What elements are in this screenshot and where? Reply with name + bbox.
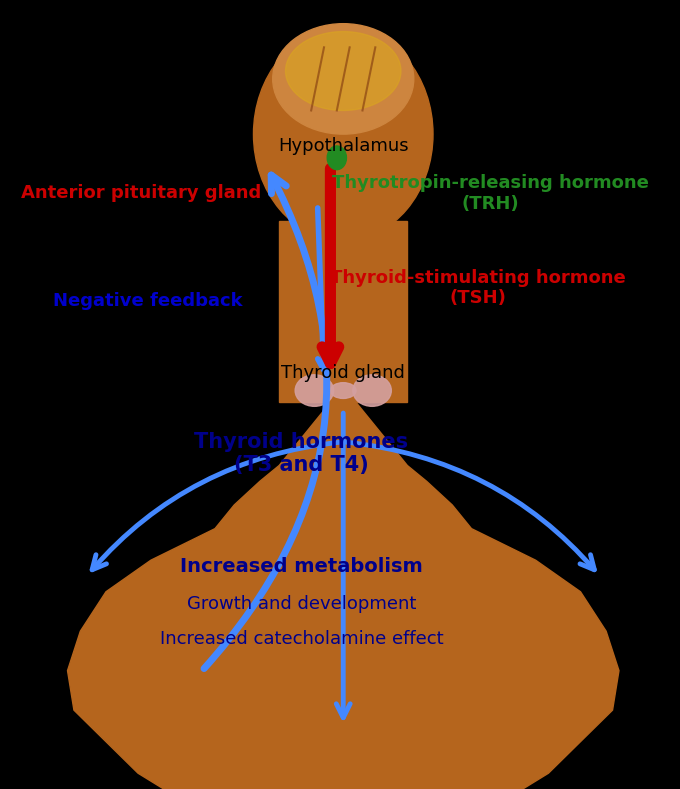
Ellipse shape: [286, 32, 401, 110]
Polygon shape: [67, 394, 619, 789]
Text: Thyroid gland: Thyroid gland: [282, 365, 405, 382]
Text: Thyrotropin-releasing hormone
(TRH): Thyrotropin-releasing hormone (TRH): [333, 174, 649, 213]
Text: Hypothalamus: Hypothalamus: [278, 137, 409, 155]
Ellipse shape: [273, 24, 413, 134]
Text: Thyroid-stimulating hormone
(TSH): Thyroid-stimulating hormone (TSH): [330, 268, 626, 308]
Polygon shape: [279, 221, 407, 402]
Ellipse shape: [254, 28, 433, 241]
Text: Anterior pituitary gland: Anterior pituitary gland: [21, 185, 261, 202]
Text: Increased catecholamine effect: Increased catecholamine effect: [160, 630, 443, 648]
Ellipse shape: [295, 375, 334, 406]
Text: Increased metabolism: Increased metabolism: [180, 557, 423, 576]
Text: Negative feedback: Negative feedback: [53, 293, 243, 310]
Ellipse shape: [330, 383, 356, 398]
Text: Growth and development: Growth and development: [187, 595, 416, 612]
Circle shape: [327, 146, 346, 170]
Ellipse shape: [353, 375, 391, 406]
Text: Thyroid hormones
(T3 and T4): Thyroid hormones (T3 and T4): [194, 432, 409, 475]
